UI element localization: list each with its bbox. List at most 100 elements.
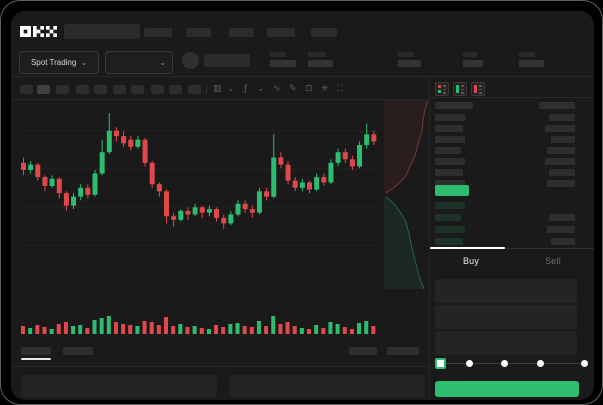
chevron-down-icon: ⌄ (159, 57, 166, 67)
ask-row[interactable] (431, 168, 594, 177)
order-input-1[interactable] (435, 305, 577, 329)
timeframe-button[interactable] (131, 85, 144, 94)
bid-row[interactable] (431, 237, 594, 246)
slider-handle[interactable] (435, 358, 446, 369)
timeframe-button[interactable] (94, 85, 107, 94)
indicators-icon[interactable]: ƒ (244, 84, 248, 94)
ask-price (435, 136, 465, 143)
orders-tab-1[interactable] (63, 347, 93, 355)
ask-amount (547, 180, 575, 187)
book-view-combined-book-icon[interactable] (435, 82, 449, 96)
pair-coin-icon (182, 52, 199, 69)
ask-price (435, 180, 465, 187)
camera-icon[interactable]: ⊡ (305, 84, 313, 94)
tabs-divider (430, 248, 594, 249)
slider-stop[interactable] (501, 360, 508, 367)
fullscreen-icon[interactable]: ⛶ (337, 84, 344, 94)
tab-sell[interactable]: Sell (545, 256, 561, 266)
orders-action-0[interactable] (349, 347, 377, 355)
bid-amount (551, 238, 575, 245)
ticker-stat-label (519, 52, 535, 57)
ask-row[interactable] (431, 179, 594, 188)
bid-row[interactable] (431, 225, 594, 234)
bid-price (435, 202, 465, 209)
book-view-bids-only-icon[interactable] (453, 82, 467, 96)
nav-item[interactable] (229, 28, 254, 37)
bid-price (435, 226, 465, 233)
timeframe-button[interactable] (56, 85, 69, 94)
orders-tab-0[interactable] (21, 347, 51, 355)
book-line (443, 88, 446, 90)
ask-row[interactable] (431, 124, 594, 133)
candle-style-icon[interactable]: ▥ (213, 84, 222, 94)
timeframe-button[interactable] (151, 85, 164, 94)
ticker-stat-value (463, 60, 483, 67)
ask-amount (549, 169, 575, 176)
book-view-asks-only-icon[interactable] (471, 82, 485, 96)
timeframe-button[interactable] (20, 85, 33, 94)
timeframe-button[interactable] (113, 85, 126, 94)
slider-stop[interactable] (466, 360, 473, 367)
settings-icon[interactable]: ✳ (321, 84, 329, 94)
book-line (461, 85, 464, 87)
book-line (443, 92, 446, 94)
ticker-stat-value (308, 60, 333, 67)
book-line (479, 88, 482, 90)
timeframe-button[interactable] (188, 85, 201, 94)
timeframe-button[interactable] (37, 85, 50, 94)
book-line (461, 88, 464, 90)
bids-mark (438, 90, 441, 93)
book-line (479, 85, 482, 87)
ask-row[interactable] (431, 135, 594, 144)
ask-amount (545, 125, 575, 132)
ticker-stat-value (519, 60, 544, 67)
asks-mark (474, 85, 477, 93)
active-tab-indicator (430, 247, 505, 249)
nav-item[interactable] (144, 28, 172, 37)
slider-stop[interactable] (537, 360, 544, 367)
buy-submit-button[interactable] (435, 381, 579, 397)
header-divider (11, 76, 594, 77)
asks-mark (438, 85, 441, 88)
book-header-price (435, 102, 473, 109)
draw-icon[interactable]: ✎ (289, 84, 297, 94)
toolbar-bottom-divider (11, 99, 429, 100)
book-line (461, 92, 464, 94)
tab-buy[interactable]: Buy (462, 256, 480, 266)
ask-amount (549, 114, 575, 121)
ask-row[interactable] (431, 146, 594, 155)
chevron-down-icon[interactable]: ⌄ (257, 84, 265, 94)
nav-item[interactable] (267, 28, 295, 37)
toolbar-divider (206, 85, 207, 94)
chevron-down-icon[interactable]: ⌄ (227, 84, 235, 94)
ask-amount (547, 147, 575, 154)
bid-amount (547, 226, 575, 233)
amount-slider[interactable] (437, 363, 585, 364)
bid-row[interactable] (431, 213, 594, 222)
order-input-0[interactable] (435, 279, 577, 303)
ask-row[interactable] (431, 113, 594, 122)
bid-row[interactable] (431, 201, 594, 210)
ask-amount (545, 158, 575, 165)
orders-action-1[interactable] (387, 347, 419, 355)
search-input[interactable] (64, 24, 140, 39)
last-price-bar[interactable] (435, 185, 469, 196)
ask-price (435, 125, 463, 132)
candlestick-chart[interactable] (19, 101, 379, 339)
depth-chart (384, 99, 428, 290)
timeframe-button[interactable] (169, 85, 182, 94)
order-input-2[interactable] (435, 331, 577, 355)
book-line (479, 92, 482, 94)
ask-amount (551, 136, 575, 143)
timeframe-button[interactable] (76, 85, 89, 94)
ticker-stat-label (398, 52, 414, 57)
slider-stop[interactable] (581, 360, 588, 367)
nav-item[interactable] (186, 28, 211, 37)
market-type-selector[interactable]: Spot Trading ⌄ (19, 51, 99, 74)
orders-panel-0 (21, 375, 217, 398)
ask-row[interactable] (431, 157, 594, 166)
nav-item[interactable] (311, 28, 337, 37)
line-type-icon[interactable]: ∿ (273, 84, 281, 94)
pair-dropdown[interactable]: ⌄ (105, 51, 173, 74)
